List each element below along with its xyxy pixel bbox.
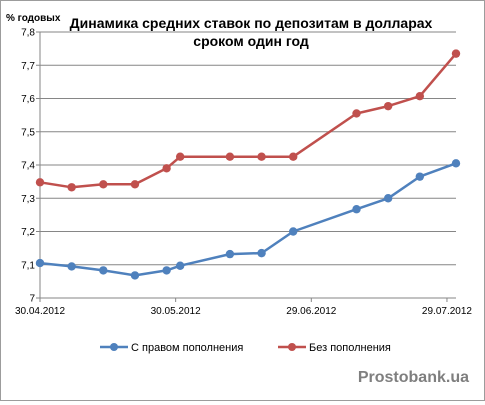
x-tick-labels: 30.04.2012 30.05.2012 29.06.2012 29.07.2012 xyxy=(15,298,472,317)
data-point xyxy=(451,49,461,58)
y-tick-label: 7,1 xyxy=(21,260,35,271)
series-line-2 xyxy=(39,52,457,189)
x-tick-label: 29.06.2012 xyxy=(286,306,336,317)
data-point xyxy=(289,152,298,161)
data-point xyxy=(99,180,108,189)
data-point xyxy=(35,258,45,268)
data-point xyxy=(289,227,298,236)
legend-swatch-marker xyxy=(288,343,296,351)
x-tick-label: 30.04.2012 xyxy=(15,306,65,317)
x-tick-label: 29.07.2012 xyxy=(422,306,472,317)
chart-title-line-2: сроком один год xyxy=(193,33,309,49)
data-point xyxy=(162,164,171,173)
data-point xyxy=(99,266,108,275)
data-point xyxy=(67,262,76,271)
data-point xyxy=(383,194,393,203)
y-tick-label: 7,2 xyxy=(21,227,35,238)
legend-label: Без пополнения xyxy=(309,342,391,354)
legend-label: С правом пополнения xyxy=(131,342,243,354)
data-point xyxy=(67,183,76,192)
axes xyxy=(39,32,456,299)
data-point xyxy=(225,152,235,161)
gridlines xyxy=(36,31,456,299)
y-tick-label: 7,7 xyxy=(21,61,35,72)
data-point xyxy=(35,178,45,187)
y-tick-label: 7,5 xyxy=(21,127,35,138)
data-point xyxy=(257,152,266,161)
legend-swatch-marker xyxy=(110,343,118,351)
chart-title-line-1: Динамика средних ставок по депозитам в д… xyxy=(70,15,433,31)
y-tick-label: 7,6 xyxy=(21,94,35,105)
data-point xyxy=(415,172,425,181)
data-point xyxy=(383,101,393,111)
data-point xyxy=(175,152,185,161)
data-point xyxy=(130,180,140,189)
legend: С правом пополнения Без пополнения xyxy=(100,342,391,354)
watermark: Prostobank.ua xyxy=(358,369,469,386)
data-point xyxy=(415,91,425,101)
y-axis-label: % годовых xyxy=(6,13,61,24)
data-point xyxy=(162,266,171,275)
series-group xyxy=(35,49,461,280)
data-point xyxy=(225,249,235,259)
data-point xyxy=(352,109,361,118)
data-point xyxy=(352,205,361,214)
data-point xyxy=(130,271,140,280)
series-line-1 xyxy=(39,162,457,277)
y-tick-label: 7,8 xyxy=(21,28,35,39)
x-tick-label: 30.05.2012 xyxy=(151,306,201,317)
data-point xyxy=(257,248,266,258)
y-tick-labels: 7 7,1 7,2 7,3 7,4 7,5 7,6 7,7 7,8 xyxy=(21,28,35,305)
data-point xyxy=(451,159,461,168)
y-tick-label: 7,4 xyxy=(21,161,35,172)
y-tick-label: 7,3 xyxy=(21,194,35,205)
data-point xyxy=(175,261,185,270)
y-tick-label: 7 xyxy=(29,294,35,305)
